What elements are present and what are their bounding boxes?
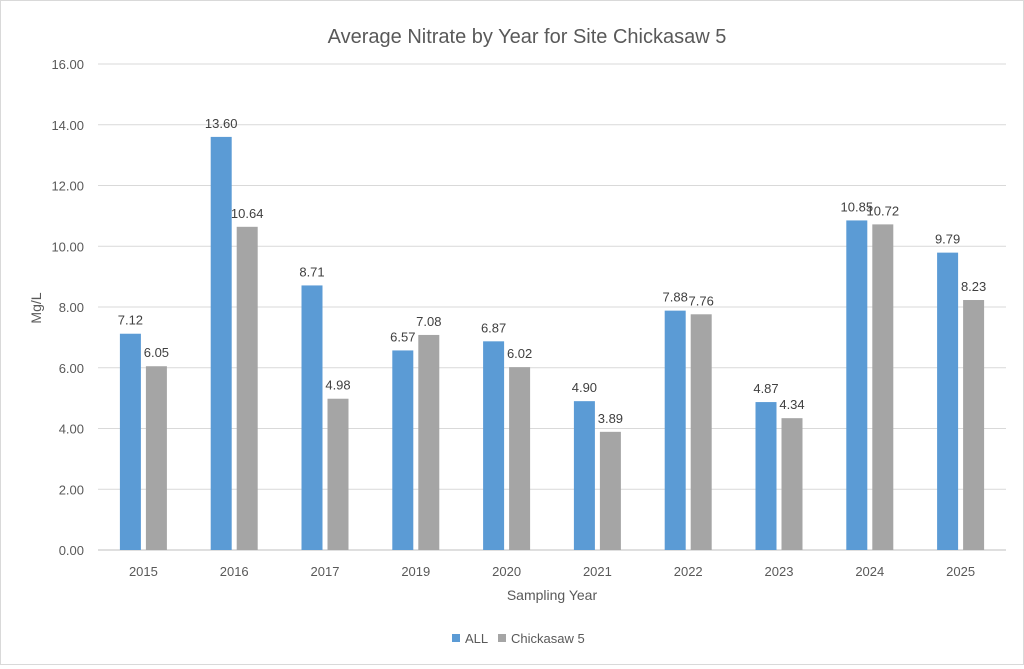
bar	[781, 418, 803, 550]
bar	[301, 285, 323, 550]
x-tick-label: 2017	[311, 564, 340, 579]
y-axis-title: Mg/L	[28, 292, 44, 323]
x-tick-label: 2023	[765, 564, 794, 579]
y-axis-ticks: 0.00 2.00 4.00 6.00 8.00 10.00 12.00 14.00 16.00	[51, 57, 84, 558]
x-tick-label: 2020	[492, 564, 521, 579]
data-label: 6.57	[390, 329, 415, 344]
data-label: 4.87	[753, 381, 778, 396]
gridlines	[98, 63, 1006, 551]
bar	[392, 350, 414, 550]
data-label: 6.05	[144, 345, 169, 360]
bar	[846, 220, 868, 550]
data-label: 7.08	[416, 314, 441, 329]
bar	[119, 333, 141, 550]
bar	[963, 300, 985, 550]
data-label: 10.64	[231, 206, 264, 221]
data-labels: 7.12 6.05 13.60 10.64 8.71 4.98 6.577.08 6.876.…	[118, 116, 987, 426]
x-axis-title: Sampling Year	[507, 587, 598, 603]
x-tick-label: 2015	[129, 564, 158, 579]
bar	[236, 226, 258, 550]
x-axis-ticks: 2015 2016 2017 2019 2020 2021 2022 2023 2024 2025	[129, 564, 975, 579]
data-label: 6.02	[507, 346, 532, 361]
bar	[145, 366, 167, 550]
x-tick-label: 2022	[674, 564, 703, 579]
y-tick-label: 14.00	[51, 118, 84, 133]
data-label: 8.71	[299, 264, 324, 279]
data-label: 10.72	[867, 203, 900, 218]
legend-swatch	[498, 634, 506, 642]
y-tick-label: 6.00	[59, 361, 84, 376]
bar	[599, 431, 621, 550]
bar	[210, 136, 232, 550]
data-label: 6.87	[481, 320, 506, 335]
x-tick-label: 2019	[401, 564, 430, 579]
legend-label: Chickasaw 5	[511, 631, 585, 646]
bars	[119, 136, 985, 550]
data-label: 7.12	[118, 313, 143, 328]
y-tick-label: 10.00	[51, 239, 84, 254]
chart-title: Average Nitrate by Year for Site Chickas…	[328, 26, 727, 48]
bar	[937, 252, 959, 550]
y-tick-label: 16.00	[51, 57, 84, 72]
y-tick-label: 2.00	[59, 482, 84, 497]
legend-label: ALL	[465, 631, 488, 646]
data-label: 3.89	[598, 411, 623, 426]
data-label: 4.98	[325, 378, 350, 393]
data-label: 9.79	[935, 232, 960, 247]
legend-swatch	[452, 634, 460, 642]
data-label: 4.90	[572, 380, 597, 395]
y-tick-label: 0.00	[59, 543, 84, 558]
bar	[483, 341, 505, 550]
x-tick-label: 2021	[583, 564, 612, 579]
data-label: 10.85	[841, 199, 874, 214]
bar	[872, 224, 894, 550]
data-label: 13.60	[205, 116, 238, 131]
bar	[664, 310, 686, 550]
data-label: 8.23	[961, 279, 986, 294]
data-label: 7.88	[663, 290, 688, 305]
x-tick-label: 2025	[946, 564, 975, 579]
x-tick-label: 2024	[855, 564, 884, 579]
bar	[690, 314, 712, 550]
bar	[327, 398, 349, 550]
bar	[509, 367, 531, 550]
bar	[755, 402, 777, 550]
data-label: 7.76	[689, 293, 714, 308]
bar	[573, 401, 595, 550]
x-tick-label: 2016	[220, 564, 249, 579]
y-tick-label: 8.00	[59, 300, 84, 315]
y-tick-label: 4.00	[59, 422, 84, 437]
data-label: 4.34	[779, 397, 804, 412]
bar	[418, 334, 440, 550]
legend: ALL Chickasaw 5	[452, 631, 585, 646]
y-tick-label: 12.00	[51, 179, 84, 194]
